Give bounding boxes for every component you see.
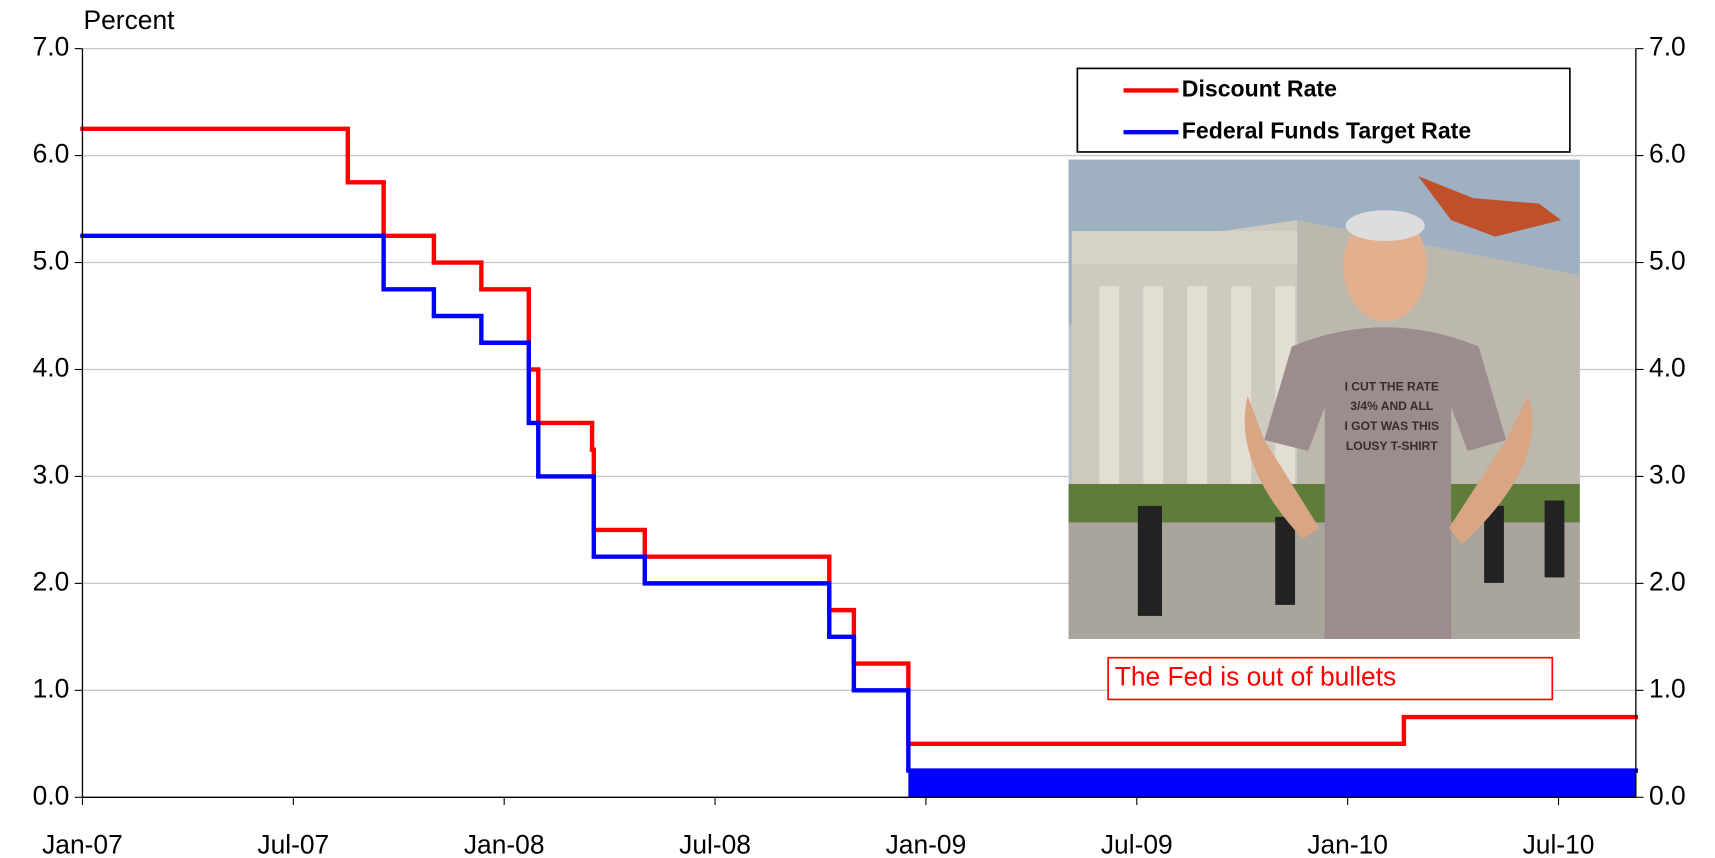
y2-tick-label: 7.0 <box>1649 32 1686 62</box>
shirt-text: 3/4% AND ALL <box>1350 399 1433 413</box>
photo: I CUT THE RATE 3/4% AND ALL I GOT WAS TH… <box>1068 159 1580 639</box>
legend-label: Federal Funds Target Rate <box>1182 117 1472 143</box>
y2-tick-label: 1.0 <box>1649 673 1686 703</box>
y-tick-label: 7.0 <box>33 32 70 62</box>
y2-tick-label: 0.0 <box>1649 780 1686 810</box>
y-tick-label: 6.0 <box>33 139 70 169</box>
annotation: The Fed is out of bullets <box>1115 662 1396 692</box>
x-tick-label: Jan-10 <box>1307 830 1388 858</box>
x-tick-label: Jul-08 <box>679 830 751 858</box>
y-tick-label: 2.0 <box>33 566 70 596</box>
range-band <box>908 770 1636 798</box>
shirt-text: LOUSY T-SHIRT <box>1346 439 1438 453</box>
y-tick-label: 1.0 <box>33 673 70 703</box>
y-tick-label: 0.0 <box>33 780 70 810</box>
x-tick-label: Jan-07 <box>42 830 123 858</box>
x-tick-label: Jul-10 <box>1523 830 1595 858</box>
x-tick-label: Jan-09 <box>886 830 967 858</box>
legend-box <box>1076 67 1571 153</box>
y-tick-label: 5.0 <box>33 245 70 275</box>
y2-tick-label: 6.0 <box>1649 139 1686 169</box>
y2-tick-label: 4.0 <box>1649 352 1686 382</box>
y2-tick-label: 2.0 <box>1649 566 1686 596</box>
y-tick-label: 4.0 <box>33 352 70 382</box>
x-tick-label: Jan-08 <box>464 830 545 858</box>
x-tick-label: Jul-07 <box>257 830 329 858</box>
x-tick-label: Jul-09 <box>1101 830 1173 858</box>
shirt-text: I GOT WAS THIS <box>1344 419 1439 433</box>
shirt-text: I CUT THE RATE <box>1345 379 1439 393</box>
annotation-box <box>1107 656 1554 701</box>
y2-tick-label: 5.0 <box>1649 245 1686 275</box>
axis-label: Percent <box>84 5 176 35</box>
legend-label: Discount Rate <box>1182 75 1337 101</box>
y-tick-label: 3.0 <box>33 459 70 489</box>
y2-tick-label: 3.0 <box>1649 459 1686 489</box>
